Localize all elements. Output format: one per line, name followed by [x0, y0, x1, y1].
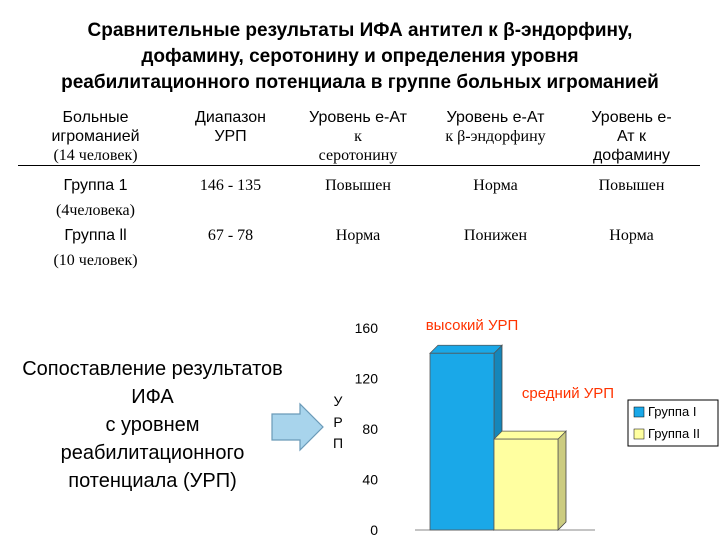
y-axis-label-char: П [333, 435, 343, 451]
bar-group1 [429, 352, 495, 531]
dopamine-cell: Повышен [598, 177, 665, 194]
group-name: Группа 1 [63, 177, 128, 194]
header-patients: Больные игроманией (14 человек) [18, 108, 173, 166]
bar-group2 [493, 438, 559, 531]
y-axis-label: У Р П [333, 393, 343, 451]
chart-legend: Группа I Группа II [627, 399, 719, 447]
header-text: дофамину [592, 147, 671, 164]
group-cell: Группа 1 (4человека) [18, 166, 173, 221]
header-text: Уровень е-Ат [446, 109, 545, 126]
y-axis-ticks: 0 40 80 120 160 [355, 320, 379, 538]
header-text: к [354, 128, 362, 145]
chart-bars [429, 344, 567, 531]
caption-line: реабилитационного [60, 442, 245, 464]
annotation-mid-urp: средний УРП [522, 385, 614, 402]
header-text: к β-эндорфину [445, 128, 546, 145]
header-text: (14 человек) [53, 147, 138, 164]
caption-line: ИФА [131, 386, 174, 408]
group-name: Группа ll [64, 227, 127, 244]
y-tick-label: 160 [355, 320, 379, 336]
legend-label-group1: Группа I [648, 404, 696, 419]
header-text: серотонину [318, 147, 398, 164]
slide-title: Сравнительные результаты ИФА антител к β… [0, 18, 720, 96]
table-header-row: Больные игроманией (14 человек) Диапазон… [18, 108, 700, 166]
y-tick-label: 0 [370, 522, 378, 538]
results-table: Больные игроманией (14 человек) Диапазон… [18, 108, 700, 270]
range-cell: 146 - 135 [199, 177, 262, 194]
header-text: Уровень е- [591, 109, 672, 126]
y-tick-label: 80 [362, 421, 378, 437]
bar-side [557, 430, 567, 531]
group-cell: Группа ll (10 человек) [18, 220, 173, 270]
comparison-caption: Сопоставление результатов ИФА с уровнем … [0, 355, 335, 495]
header-text: Ат к [616, 128, 647, 145]
y-tick-label: 120 [355, 371, 379, 387]
endorphin-cell: Понижен [463, 227, 528, 244]
y-axis-label-char: У [334, 393, 343, 409]
serotonin-cell: Повышен [325, 177, 391, 194]
title-line-1: Сравнительные результаты ИФА антител к β… [87, 20, 633, 41]
caption-line: Сопоставление результатов [22, 358, 283, 380]
right-arrow-icon [271, 402, 324, 452]
header-dopamine: Уровень е- Ат к дофамину [563, 108, 700, 166]
header-text: игроманией [51, 128, 140, 145]
bar-top [429, 344, 503, 354]
header-text: УРП [214, 128, 247, 145]
group-size: (10 человек) [53, 252, 138, 269]
header-text: Уровень е-Ат [309, 109, 407, 126]
range-cell: 67 - 78 [207, 227, 254, 244]
header-text: Больные [62, 109, 129, 126]
annotation-high-urp: высокий УРП [426, 317, 519, 334]
legend-label-group2: Группа II [648, 426, 700, 441]
bar-top [493, 430, 567, 440]
title-line-3: реабилитационного потенциала в группе бо… [61, 72, 659, 93]
y-axis-label-char: Р [333, 414, 342, 430]
title-line-2: дофамину, серотонину и определения уровн… [141, 46, 579, 67]
table-row: Группа 1 (4человека) 146 - 135 Повышен Н… [18, 166, 700, 221]
caption-line: потенциала (УРП) [68, 470, 237, 492]
table-row: Группа ll (10 человек) 67 - 78 Норма Пон… [18, 220, 700, 270]
urp-bar-chart: У Р П 0 40 80 120 160 высокий УРП средний УР… [333, 317, 719, 538]
group-size: (4человека) [56, 202, 135, 219]
endorphin-cell: Норма [473, 177, 518, 194]
serotonin-cell: Норма [335, 227, 381, 244]
header-text: Диапазон [195, 109, 266, 126]
header-serotonin: Уровень е-Ат к серотонину [288, 108, 428, 166]
header-range: Диапазон УРП [173, 108, 288, 166]
legend-swatch-group2 [633, 428, 645, 440]
dopamine-cell: Норма [609, 227, 654, 244]
y-tick-label: 40 [362, 472, 378, 488]
caption-line: с уровнем [105, 414, 200, 436]
header-endorphin: Уровень е-Ат к β-эндорфину [428, 108, 563, 166]
legend-swatch-group1 [633, 406, 645, 418]
